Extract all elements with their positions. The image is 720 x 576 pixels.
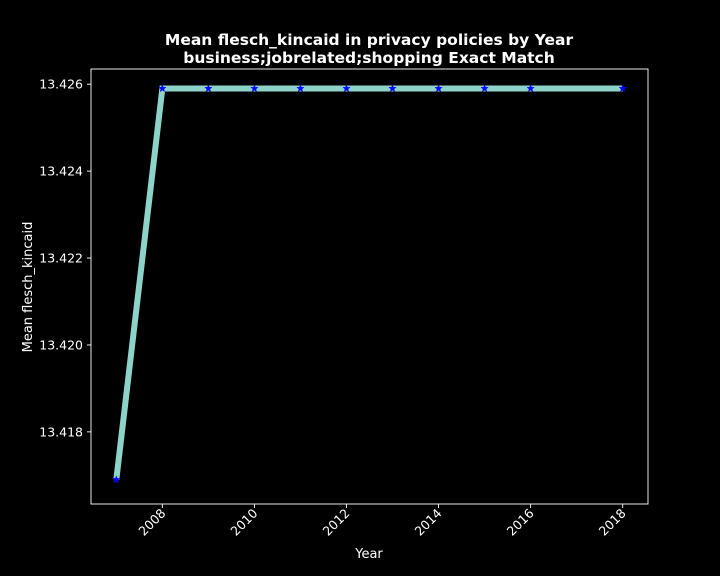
data-point [250, 84, 259, 93]
axes-frame [90, 68, 649, 505]
x-axis-ticks: 2008 2010 2012 2014 2016 2018 [135, 504, 629, 539]
data-point [388, 84, 397, 93]
x-tick-label: 2010 [227, 505, 260, 538]
data-point [480, 84, 489, 93]
y-tick-label: 13.426 [39, 77, 83, 92]
data-point [526, 84, 535, 93]
y-axis-ticks: 13.418 13.420 13.422 13.424 13.426 [39, 77, 91, 439]
data-point [434, 84, 443, 93]
y-tick-label: 13.422 [39, 251, 83, 266]
y-tick-label: 13.418 [39, 424, 83, 439]
x-axis-label: Year [354, 547, 383, 562]
data-point [112, 475, 121, 484]
chart-subtitle: business;jobrelated;shopping Exact Match [183, 49, 555, 67]
chart-title: Mean flesch_kincaid in privacy policies … [165, 31, 574, 49]
plot-area [90, 68, 649, 505]
x-tick-label: 2012 [319, 506, 352, 539]
data-point [342, 84, 351, 93]
x-tick-label: 2016 [504, 505, 537, 538]
x-tick-label: 2014 [412, 505, 445, 538]
y-axis-label: Mean flesch_kincaid [21, 222, 36, 353]
data-point [618, 84, 627, 93]
data-point [296, 84, 305, 93]
x-tick-label: 2018 [596, 505, 629, 538]
y-tick-label: 13.424 [39, 164, 83, 179]
data-point [204, 84, 213, 93]
data-point [158, 84, 167, 93]
series-line [113, 85, 623, 481]
y-tick-label: 13.420 [39, 337, 83, 352]
x-tick-label: 2008 [135, 505, 168, 538]
